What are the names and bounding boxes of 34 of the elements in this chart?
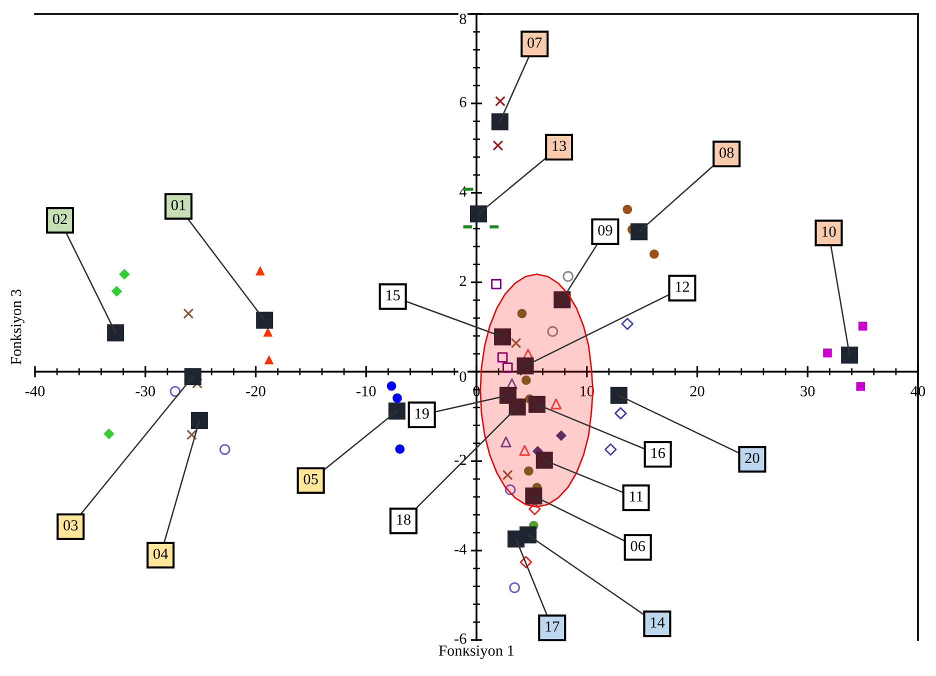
annotation: 02 (52, 214, 67, 224)
y-tick-label: 2 (460, 276, 466, 286)
annotation: 06 (630, 540, 646, 552)
x-tick-label: -30 (136, 386, 155, 396)
x-axis-title: Fonksiyon 1 (438, 645, 514, 659)
annotation: 05 (304, 474, 318, 484)
y-tick-label: 8 (460, 14, 466, 24)
annotation: 14 (650, 617, 665, 628)
annotation: 20 (745, 452, 760, 464)
annotation: 08 (720, 147, 734, 158)
annotation: 16 (652, 448, 665, 458)
y-tick-label: -6 (454, 634, 466, 644)
annotation: 15 (386, 290, 400, 300)
y-axis-title: Fonksiyon 3 (10, 290, 24, 365)
x-tick-label: -40 (25, 386, 45, 396)
annotation: 12 (676, 282, 690, 292)
annotation: 13 (552, 140, 566, 152)
x-tick-label: -20 (246, 386, 266, 396)
annotation: 04 (154, 548, 168, 559)
annotation: 03 (64, 520, 78, 530)
annotation: 10 (822, 226, 836, 237)
annotation: 18 (397, 514, 411, 525)
y-tick-label: -4 (454, 544, 467, 554)
y-tick-label: 0 (460, 371, 466, 382)
x-tick-label: 30 (800, 386, 815, 396)
annotation: 09 (598, 225, 612, 236)
annotation: 19 (416, 408, 429, 419)
annotation: 07 (528, 38, 542, 48)
x-tick-label: 20 (690, 386, 704, 396)
annotation: 11 (630, 491, 642, 502)
annotation: 01 (171, 200, 186, 210)
x-tick-label: -10 (356, 386, 376, 396)
annotation: 17 (546, 621, 560, 632)
y-tick-label: 6 (460, 96, 466, 108)
